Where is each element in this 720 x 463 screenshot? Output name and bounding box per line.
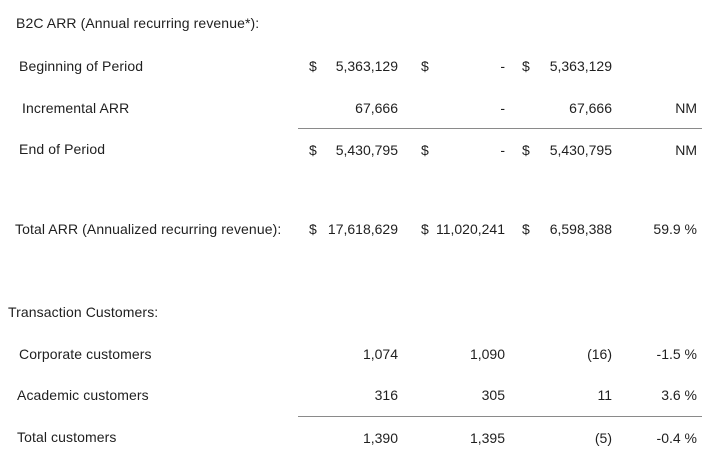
cell-prior-period: 305 [410,374,517,416]
table-row: Corporate customers 1,074 1,090 (16) -1.… [0,333,720,374]
cell-value: 3.6 % [661,387,697,403]
cell-current-period: 1,074 [298,333,410,374]
cell-prior-period: $ - [410,45,517,87]
currency-symbol: $ [309,141,317,158]
cell-change: (16) [517,333,622,374]
cell-current-period: 1,390 [298,417,410,458]
cell-current-period: $5,363,129 [298,45,410,87]
cell-prior-period: $ - [410,129,517,170]
cell-value: 5,363,129 [549,58,612,74]
cell-value: -0.4 % [656,429,697,446]
row-values: $17,618,629 $11,020,241 $6,598,388 59.9 … [298,208,702,250]
row-label: Incremental ARR [22,99,130,116]
cell-change: 67,666 [517,87,622,128]
cell-current-period: 316 [298,374,410,416]
cell-value: 5,430,795 [549,141,612,158]
cell-value: NM [675,99,697,116]
cell-value: NM [675,141,697,158]
cell-value: 17,618,629 [327,221,398,237]
cell-pct-change: -1.5 % [622,333,702,374]
cell-pct-change: 3.6 % [622,374,702,416]
currency-symbol: $ [421,221,429,237]
currency-symbol: $ [309,221,317,237]
row-label: Total customers [17,429,117,445]
table-row: Incremental ARR 67,666 - 67,666 NM [0,87,720,128]
row-label: End of Period [19,141,106,157]
cell-pct-change [622,45,702,87]
cell-value: 67,666 [355,99,398,116]
cell-change: $5,430,795 [517,129,622,170]
section-spacer [0,170,720,208]
row-values: 1,390 1,395 (5) -0.4 % [298,416,702,458]
total-row: Total ARR (Annualized recurring revenue)… [0,208,720,250]
cell-value: 67,666 [569,99,612,116]
row-values: $5,430,795 $ - $5,430,795 NM [298,128,702,170]
cell-value: (16) [587,345,612,362]
row-label: Academic customers [17,387,149,403]
total-row: Total customers 1,390 1,395 (5) -0.4 % [0,416,720,458]
cell-change: 11 [517,374,622,416]
table-row: Academic customers 316 305 11 3.6 % [0,374,720,416]
cell-pct-change: 59.9 % [622,208,702,250]
section-title: B2C ARR (Annual recurring revenue*): [16,14,260,31]
currency-symbol: $ [309,58,317,74]
section-spacer [0,250,720,291]
cell-change: $6,598,388 [517,208,622,250]
cell-value: 5,430,795 [335,141,398,158]
cell-change: $5,363,129 [517,45,622,87]
cell-current-period: $17,618,629 [298,208,410,250]
cell-value: - [500,99,505,116]
cell-value: -1.5 % [656,345,697,362]
subtotal-row: End of Period $5,430,795 $ - $5,430,795 N… [0,128,720,170]
cell-value: 59.9 % [653,221,697,237]
cell-value: 1,074 [362,345,398,362]
cell-value: 11,020,241 [435,221,505,237]
cell-value: (5) [594,429,612,446]
cell-value: 316 [374,387,398,403]
row-values: $5,363,129 $ - $5,363,129 [298,45,702,87]
cell-value: - [500,141,505,158]
cell-prior-period: $11,020,241 [410,208,517,250]
row-values: 1,074 1,090 (16) -1.5 % [298,333,702,374]
cell-pct-change: -0.4 % [622,417,702,458]
cell-prior-period: 1,090 [410,333,517,374]
cell-current-period: 67,666 [298,87,410,128]
currency-symbol: $ [522,141,530,158]
currency-symbol: $ [522,58,530,74]
currency-symbol: $ [421,141,429,158]
row-label: Corporate customers [19,345,152,362]
cell-value: - [500,58,505,74]
row-values: 316 305 11 3.6 % [298,374,702,416]
cell-value: 1,390 [362,429,398,446]
cell-prior-period: - [410,87,517,128]
section-header-row: Transaction Customers: [0,291,720,333]
section-title: Transaction Customers: [8,304,159,320]
cell-current-period: $5,430,795 [298,129,410,170]
row-label: Total ARR (Annualized recurring revenue)… [15,221,282,237]
table-row: Beginning of Period $5,363,129 $ - $5,363… [0,45,720,87]
cell-change: (5) [517,417,622,458]
cell-value: 11 [597,387,612,403]
currency-symbol: $ [522,221,530,237]
cell-value: 1,090 [469,345,505,362]
cell-pct-change: NM [622,87,702,128]
cell-value: 5,363,129 [335,58,398,74]
cell-value: 1,395 [469,429,505,446]
currency-symbol: $ [421,58,429,74]
row-label: Beginning of Period [19,58,144,74]
cell-pct-change: NM [622,129,702,170]
row-values: 67,666 - 67,666 NM [298,87,702,128]
section-header-row: B2C ARR (Annual recurring revenue*): [0,0,720,45]
cell-prior-period: 1,395 [410,417,517,458]
cell-value: 305 [481,387,505,403]
cell-value: 6,598,388 [549,221,612,237]
